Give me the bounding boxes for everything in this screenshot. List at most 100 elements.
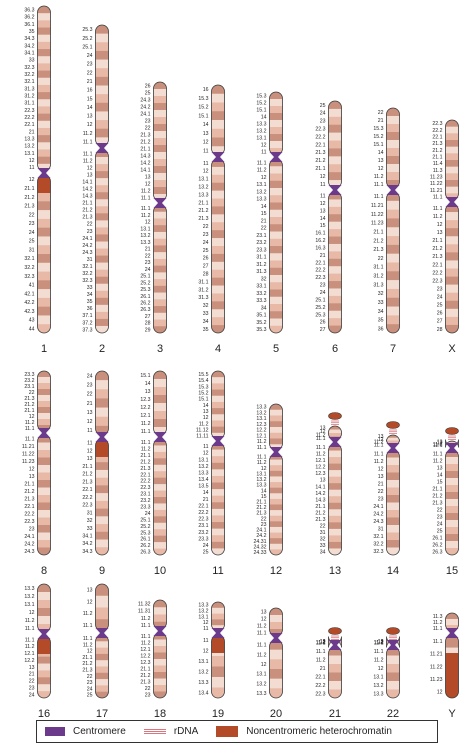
q-arm-band [328,664,342,673]
p-arm-band [153,600,167,608]
band-label: 21.2 [82,661,92,667]
q-arm-band [386,502,400,511]
band-label: 11 [87,441,92,447]
q-arm-band [211,206,225,215]
p-arm-band [269,438,283,445]
band-label: 11.1 [316,445,326,451]
q-arm-band [269,549,283,556]
band-label: 21.2 [373,238,383,244]
p-arm-band [211,607,225,614]
band-label: 15 [87,96,93,102]
band-label: 24.3 [140,97,150,103]
q-arm-band [95,213,109,221]
band-label: 13.3 [198,192,208,198]
band-label: 26 [437,311,443,317]
p-arm-band [37,34,51,43]
band-label: 26.3 [140,550,150,556]
centromere [269,152,283,162]
band-label: 13 [203,131,209,137]
q-arm-band [211,469,225,477]
p-arm-band [211,408,225,415]
band-label: 14 [437,472,443,478]
q-arm-band [211,475,225,483]
p-arm-band [37,142,51,150]
band-label: 11.23 [430,174,443,180]
band-label: 24 [437,295,443,301]
q-arm-band [37,315,51,325]
q-arm-band [269,173,283,182]
band-label: 34 [203,319,209,325]
q-arm-band [37,435,51,443]
q-arm-band [211,449,225,457]
band-label: 24 [29,230,35,236]
band-label: 11.2 [374,459,384,465]
q-arm-band [269,688,283,699]
p-arm-band [153,387,167,396]
band-label: 13 [378,158,384,164]
band-label: 12 [87,419,93,425]
p-arm-band [269,120,283,128]
centromere [328,437,342,447]
band-label: 14 [261,114,267,120]
band-label: 24.2 [82,243,92,249]
q-arm-band [95,508,109,517]
q-arm-band [269,289,283,298]
p-arm-band [37,624,51,633]
band-label: 11.2 [374,658,384,664]
band-label: 11.12 [196,428,209,434]
p-arm-band [269,432,283,439]
band-label: 14.3 [82,194,92,200]
band-label: 25.3 [82,27,92,33]
q-arm-band [269,532,283,539]
p-arm-band [95,425,109,436]
band-label: 21.3 [432,500,442,506]
band-label: 22.2 [82,495,92,501]
p-arm-band [37,395,51,402]
band-label: 13.1 [198,457,208,463]
p-arm-band [328,140,342,149]
band-label: 34 [87,292,93,298]
band-label: 13.4 [198,477,208,483]
band-label: 12.3 [256,422,266,428]
q-arm-band [37,656,51,664]
band-label: 22 [145,686,151,692]
q-arm-band [37,487,51,496]
p-arm-band [153,96,167,104]
band-label: 22.3 [140,485,150,491]
p-arm-band [328,180,342,189]
q-arm-band [445,527,459,535]
p-arm-band [269,615,283,623]
band-label: 11.2 [374,440,384,446]
band-label: 32.3 [82,278,92,284]
p-arm-band [95,50,109,60]
band-label: 22 [203,224,209,230]
band-label: 11.2 [316,658,326,664]
band-label: 11.2 [141,213,151,219]
band-label: 11.1 [316,641,326,647]
q-arm-band [153,548,167,556]
q-arm-band [211,528,225,536]
band-label: 22 [87,674,93,680]
band-label: 21.2 [140,673,150,679]
band-label: 22.3 [315,692,325,698]
q-arm-band [153,477,167,485]
band-label: 32.3 [24,274,34,280]
band-label: 42.2 [24,300,34,306]
p-arm-band [37,70,51,79]
band-label: 13.1 [24,151,34,157]
q-arm-band [328,281,342,289]
centromere [153,198,167,208]
band-label: 21.3 [82,215,92,221]
p-arm-band [37,13,51,21]
legend-heterochromatin-label: Noncentromeric heterochromatin [246,726,392,737]
band-label: 11.32 [138,601,151,607]
q-arm-band [37,450,51,458]
band-label: 27 [203,264,209,270]
q-arm-band [386,647,400,656]
chromosome-label: X [448,343,456,355]
q-arm-band [211,325,225,333]
q-arm-band [153,299,167,307]
band-label: 11 [320,194,325,200]
band-label: 23 [320,283,326,289]
band-label: 11.2 [374,640,384,646]
